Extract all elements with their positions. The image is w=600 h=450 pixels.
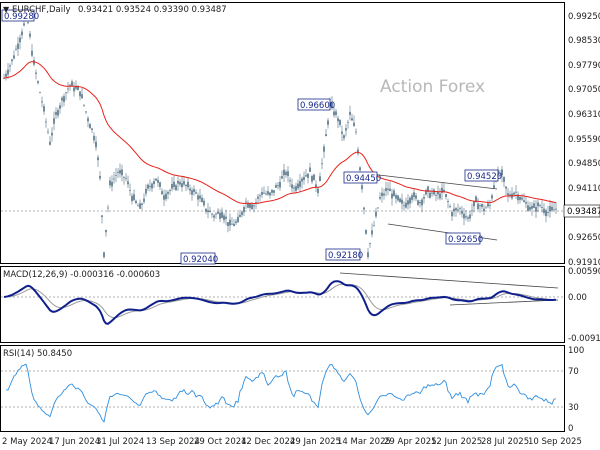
svg-text:30: 30: [568, 403, 579, 413]
date-tick: 12 Dec 2024: [241, 437, 295, 447]
svg-text:0.95590: 0.95590: [568, 135, 600, 145]
svg-text:0.92040: 0.92040: [183, 255, 218, 265]
svg-text:0.96600: 0.96600: [300, 101, 335, 111]
current-price-tag: 0.93487: [563, 204, 600, 218]
macd-label: MACD(12,26,9) -0.000316 -0.000603: [3, 270, 160, 280]
macd-trendline-lower: [449, 299, 559, 306]
svg-text:0.98530: 0.98530: [568, 36, 600, 46]
annotation-0.94520: 0.94520: [464, 169, 502, 182]
date-axis: 2 May 2024 17 Jun 2024 31 Jul 2024 13 Se…: [2, 437, 582, 447]
svg-text:0.94520: 0.94520: [467, 172, 502, 182]
date-tick: 28 Jul 2025: [481, 437, 529, 447]
date-tick: 29 Jan 2025: [290, 437, 341, 447]
svg-text:0.92180: 0.92180: [328, 251, 363, 261]
svg-text:70: 70: [568, 367, 579, 377]
svg-text:0: 0: [568, 424, 573, 434]
svg-text:0.97790: 0.97790: [568, 61, 600, 71]
date-tick: 12 Jun 2025: [431, 437, 482, 447]
date-tick: 14 Mar 2025: [337, 437, 391, 447]
symbol-dropdown-icon[interactable]: ▼: [3, 5, 10, 14]
rsi-axis: 100 70 30 0: [568, 346, 584, 434]
annotation-0.92180: 0.92180: [325, 248, 363, 261]
date-tick: 13 Sep 2024: [146, 437, 200, 447]
macd-trendline-upper: [339, 272, 559, 289]
svg-text:0.97050: 0.97050: [568, 85, 600, 95]
moving-average-line: [3, 61, 557, 205]
watermark: Action Forex: [380, 77, 485, 97]
svg-text:0.94450: 0.94450: [346, 174, 381, 184]
svg-text:100: 100: [568, 346, 584, 356]
date-tick: 2 May 2024: [2, 437, 52, 447]
svg-text:0.005907: 0.005907: [568, 267, 600, 277]
trendline-upper: [361, 172, 498, 190]
price-panel[interactable]: [0, 2, 565, 264]
macd-axis: 0.005907 0.00 -0.009175: [568, 267, 600, 344]
date-tick: 29 Apr 2025: [384, 437, 437, 447]
annotation-0.96600: 0.96600: [297, 98, 335, 111]
symbol-label: EURCHF,Daily: [12, 5, 71, 15]
rsi-label: RSI(14) 50.8450: [3, 349, 72, 359]
date-tick: 10 Sep 2025: [528, 437, 582, 447]
svg-text:0.93487: 0.93487: [567, 207, 600, 217]
date-tick: 31 Jul 2024: [96, 437, 144, 447]
macd-line: [3, 280, 557, 325]
svg-text:0.99280: 0.99280: [4, 12, 39, 22]
date-tick: 29 Oct 2024: [194, 437, 247, 447]
date-tick: 17 Jun 2024: [49, 437, 100, 447]
svg-text:-0.009175: -0.009175: [568, 334, 600, 344]
annotation-0.94450: 0.94450: [343, 171, 381, 184]
rsi-line: [6, 363, 557, 423]
svg-text:0.99250: 0.99250: [568, 12, 600, 22]
annotation-0.92650: 0.92650: [445, 232, 483, 245]
svg-text:0.96310: 0.96310: [568, 110, 600, 120]
rsi-panel[interactable]: [0, 345, 565, 432]
svg-text:0.92650: 0.92650: [568, 233, 600, 243]
svg-text:0.94110: 0.94110: [568, 184, 600, 194]
ohlc-values: 0.93421 0.93524 0.93390 0.93487: [78, 5, 227, 15]
svg-text:0.91910: 0.91910: [568, 258, 600, 268]
svg-text:0.00: 0.00: [568, 293, 587, 303]
svg-text:0.94850: 0.94850: [568, 159, 600, 169]
annotation-0.92040: 0.92040: [180, 252, 218, 265]
svg-text:0.92650: 0.92650: [448, 235, 483, 245]
annotation-0.99280: 0.99280: [1, 9, 39, 22]
price-axis: 0.99250 0.98530 0.97790 0.97050 0.96310 …: [568, 12, 600, 268]
